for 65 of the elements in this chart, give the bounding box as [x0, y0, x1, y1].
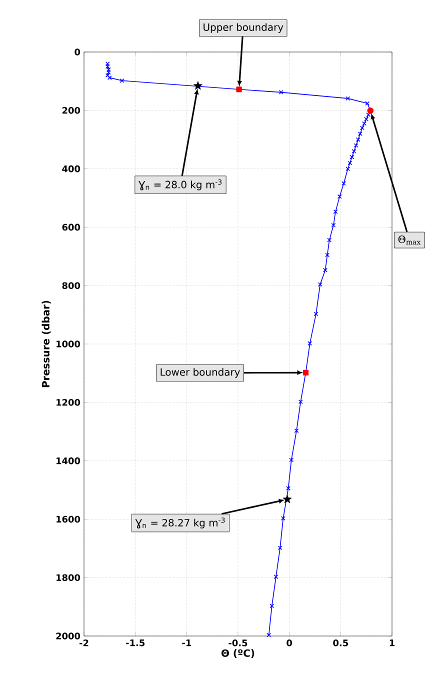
point: [193, 81, 202, 90]
point: [280, 516, 286, 521]
point: [333, 209, 338, 214]
point: [318, 282, 322, 287]
point: [120, 78, 124, 83]
point: [348, 160, 352, 166]
point: [327, 238, 332, 242]
point: [354, 143, 358, 148]
point: [323, 268, 328, 272]
point: [106, 67, 111, 72]
annotation: Ɣ$_{n}$ = 28.27 kg m$^{-3}$: [135, 518, 225, 528]
point: [308, 341, 312, 346]
point: [270, 604, 274, 608]
x-tick-label: 0: [286, 640, 292, 646]
y-tick-label: 800: [62, 282, 80, 289]
annotation: Θ$_{max}$: [398, 236, 421, 245]
point: [105, 73, 110, 78]
point: [356, 137, 360, 142]
x-tick-label: 1: [390, 640, 395, 646]
y-tick-label: 400: [62, 165, 80, 172]
point: [298, 400, 303, 404]
x-tick-label: -0.5: [228, 640, 248, 646]
x-tick-label: 0.5: [333, 640, 348, 646]
point: [325, 252, 330, 258]
y-tick-label: 2000: [56, 632, 80, 640]
point: [350, 154, 354, 160]
point: [107, 75, 112, 80]
x-tick-label: -1: [182, 640, 192, 646]
point: [286, 486, 291, 490]
point: [346, 96, 350, 101]
point: [362, 121, 367, 126]
y-tick-label: 0: [74, 48, 80, 56]
y-tick-label: 1000: [56, 340, 80, 348]
point: [360, 126, 364, 130]
point: [274, 574, 278, 579]
point: [364, 116, 369, 122]
annotation: Upper boundary: [204, 23, 284, 33]
y-tick-label: 1800: [56, 574, 80, 581]
point: [365, 101, 370, 106]
x-tick-label: -2: [80, 640, 88, 646]
point: [342, 181, 346, 186]
point: [106, 70, 111, 75]
annotation: Ɣ$_{n}$ = 28.0 kg m$^{-3}$: [138, 179, 222, 190]
point: [337, 194, 342, 199]
x-tick-label: -1.5: [126, 640, 145, 646]
point: [331, 222, 336, 228]
point: [282, 494, 292, 504]
y-tick-label: 600: [62, 224, 80, 231]
y-tick-label: 1400: [56, 457, 80, 464]
point: [352, 149, 356, 154]
point: [294, 428, 299, 433]
point: [289, 458, 294, 462]
point: [278, 546, 282, 550]
y-axis-title: Pressure (dbar): [42, 300, 51, 388]
y-tick-label: 1200: [56, 399, 80, 406]
x-axis-title: Θ (ºC): [222, 649, 254, 658]
point: [366, 112, 371, 118]
point: [278, 90, 284, 95]
point: [358, 132, 362, 136]
point: [346, 166, 350, 172]
y-tick-label: 200: [62, 107, 80, 114]
annotation: Lower boundary: [160, 368, 240, 378]
y-tick-label: 1600: [56, 516, 80, 523]
point: [105, 64, 110, 69]
point: [314, 312, 318, 316]
